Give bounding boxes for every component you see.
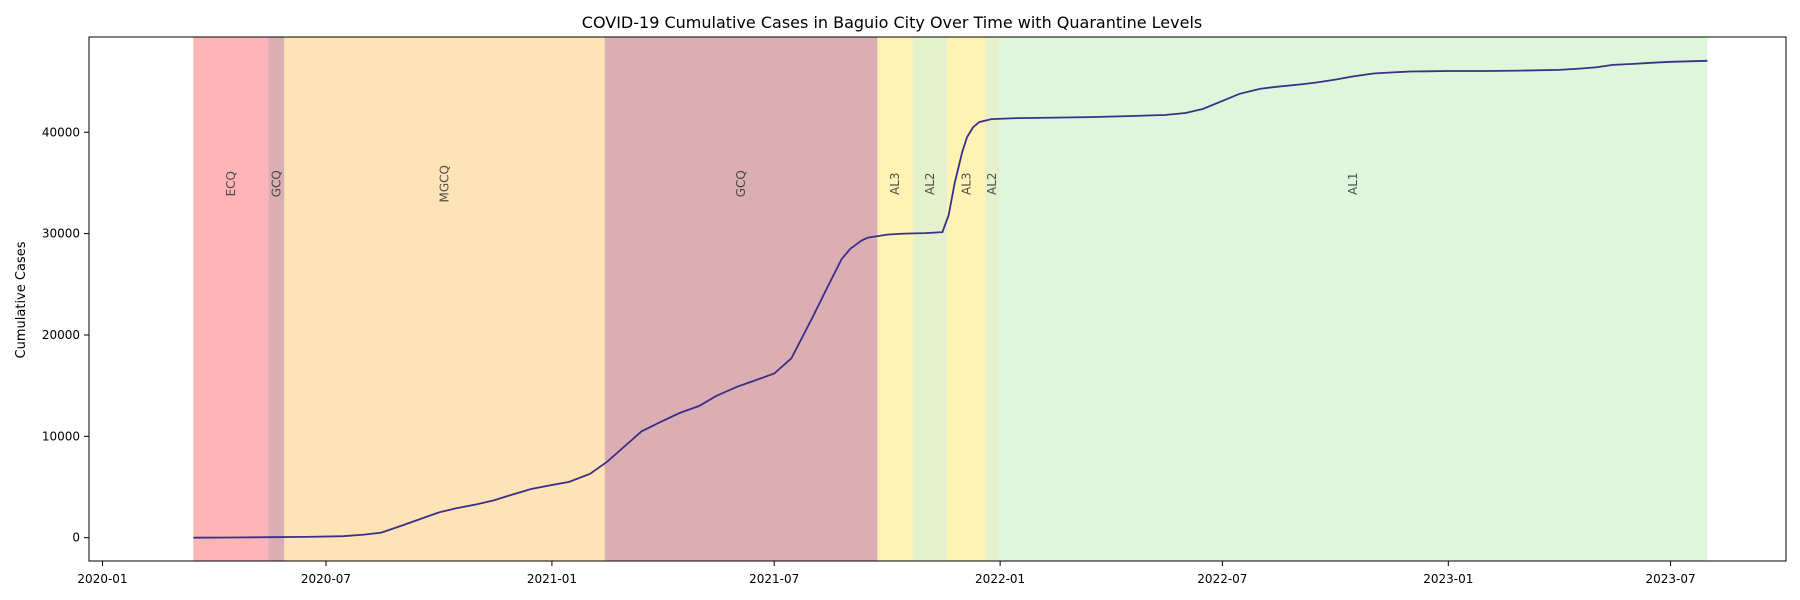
quarantine-band-label: MGCQ — [437, 165, 451, 202]
x-axis-ticks: 2020-01 2020-07 2021-01 2021-07 2022-01 2022-… — [77, 561, 1696, 586]
quarantine-band-label: AL1 — [1346, 172, 1360, 195]
quarantine-band — [268, 37, 285, 561]
quarantine-bands — [193, 37, 1708, 561]
x-tick-label: 2021-01 — [527, 572, 577, 586]
y-tick-label: 30000 — [42, 227, 80, 241]
quarantine-band — [947, 37, 986, 561]
y-tick-label: 20000 — [42, 328, 80, 342]
quarantine-band — [998, 37, 1708, 561]
quarantine-band — [985, 37, 999, 561]
quarantine-band-label: AL3 — [959, 172, 973, 195]
quarantine-band-label: AL3 — [888, 172, 902, 195]
cumulative-cases-line — [193, 59, 1708, 539]
y-axis-ticks: 0 10000 20000 30000 40000 — [42, 125, 89, 545]
y-tick-label: 40000 — [42, 125, 80, 139]
x-tick-label: 2022-01 — [975, 572, 1025, 586]
y-tick-label: 10000 — [42, 429, 80, 443]
x-tick-label: 2023-01 — [1423, 572, 1473, 586]
plot-frame — [88, 36, 1787, 562]
quarantine-band — [877, 37, 913, 561]
quarantine-band — [604, 37, 878, 561]
x-tick-label: 2021-07 — [749, 572, 799, 586]
x-tick-label: 2023-07 — [1646, 572, 1696, 586]
quarantine-band-label: GCQ — [269, 170, 283, 197]
quarantine-band — [284, 37, 605, 561]
x-tick-label: 2020-01 — [77, 572, 127, 586]
quarantine-band — [193, 37, 269, 561]
x-tick-label: 2022-07 — [1197, 572, 1247, 586]
quarantine-band-label: GCQ — [734, 170, 748, 197]
quarantine-band — [912, 37, 948, 561]
y-tick-label: 0 — [72, 531, 80, 545]
quarantine-band-label: ECQ — [224, 171, 238, 196]
quarantine-band-label: AL2 — [923, 172, 937, 195]
x-tick-label: 2020-07 — [301, 572, 351, 586]
y-axis-label: Cumulative Cases — [14, 241, 29, 358]
quarantine-band-labels: ECQ GCQ MGCQ GCQ AL3 AL2 AL3 AL2 AL1 — [224, 165, 1360, 202]
chart-title: COVID-19 Cumulative Cases in Baguio City… — [582, 13, 1202, 32]
quarantine-band-label: AL2 — [985, 172, 999, 195]
